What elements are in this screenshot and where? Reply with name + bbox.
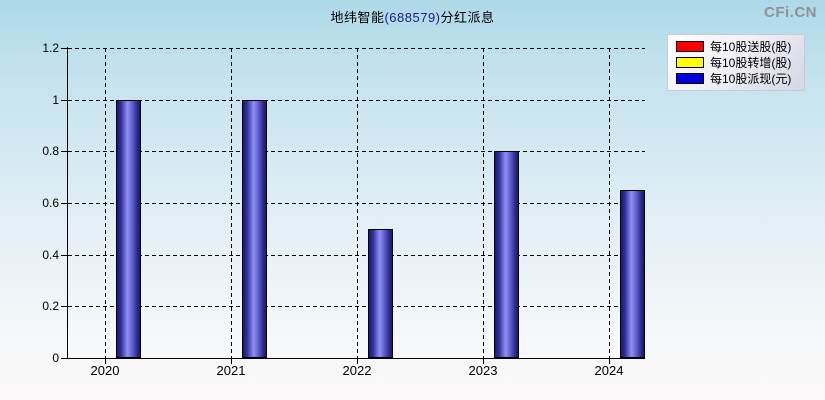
v-gridline	[105, 48, 106, 358]
dividend-bar	[620, 190, 645, 358]
y-axis-tick-label: 0.6	[42, 196, 59, 210]
y-axis-tick-label: 0.4	[42, 248, 59, 262]
legend-item-label: 每10股转增(股)	[710, 55, 792, 70]
dividend-bar	[368, 229, 393, 358]
y-axis-tick-label: 1	[52, 93, 59, 107]
dividend-bar	[242, 100, 267, 358]
y-axis-tick-label: 0.8	[42, 144, 59, 158]
y-tick	[61, 255, 68, 256]
h-gridline	[68, 100, 645, 101]
cfi-logo: CFi.CN	[764, 4, 817, 21]
x-axis-year-label: 2020	[90, 363, 120, 378]
legend-swatch-icon	[676, 40, 704, 52]
x-axis-year-label: 2021	[216, 363, 246, 378]
x-tick	[231, 359, 232, 364]
v-gridline	[483, 48, 484, 358]
x-axis-year-label: 2023	[468, 363, 498, 378]
h-gridline	[68, 151, 645, 152]
legend-item: 每10股送股(股)	[676, 38, 804, 54]
y-tick	[61, 203, 68, 204]
x-axis-year-label: 2022	[342, 363, 372, 378]
chart-title-stock-code: (688579)	[384, 10, 441, 25]
chart-title-suffix: 分红派息	[440, 10, 495, 25]
legend-item-label: 每10股派现(元)	[710, 71, 792, 86]
h-gridline	[68, 203, 645, 204]
x-tick	[105, 359, 106, 364]
y-axis-tick-label: 0	[52, 351, 59, 365]
legend-item: 每10股派现(元)	[676, 70, 804, 86]
x-tick	[609, 359, 610, 364]
h-gridline	[68, 306, 645, 307]
y-axis-line	[67, 47, 68, 358]
v-gridline	[609, 48, 610, 358]
dividend-bar	[116, 100, 141, 358]
x-axis-year-label: 2024	[594, 363, 624, 378]
x-tick	[483, 359, 484, 364]
legend-box: 每10股送股(股) 每10股转增(股) 每10股派现(元)	[667, 34, 805, 91]
y-tick	[61, 306, 68, 307]
dividend-bar	[494, 151, 519, 358]
v-gridline	[357, 48, 358, 358]
y-tick	[61, 151, 68, 152]
legend-swatch-icon	[676, 72, 704, 84]
y-tick	[61, 100, 68, 101]
legend-swatch-icon	[676, 56, 704, 68]
h-gridline	[68, 255, 645, 256]
y-tick	[61, 358, 68, 359]
y-tick	[61, 48, 68, 49]
y-axis-tick-label: 1.2	[42, 41, 59, 55]
h-gridline	[68, 48, 645, 49]
chart-title: 地纬智能(688579)分红派息	[0, 7, 825, 26]
v-gridline	[231, 48, 232, 358]
legend-item: 每10股转增(股)	[676, 54, 804, 70]
x-tick	[357, 359, 358, 364]
y-axis-tick-label: 0.2	[42, 299, 59, 313]
chart-title-company: 地纬智能	[330, 10, 385, 25]
legend-item-label: 每10股送股(股)	[710, 39, 792, 54]
x-axis-line	[61, 358, 645, 359]
